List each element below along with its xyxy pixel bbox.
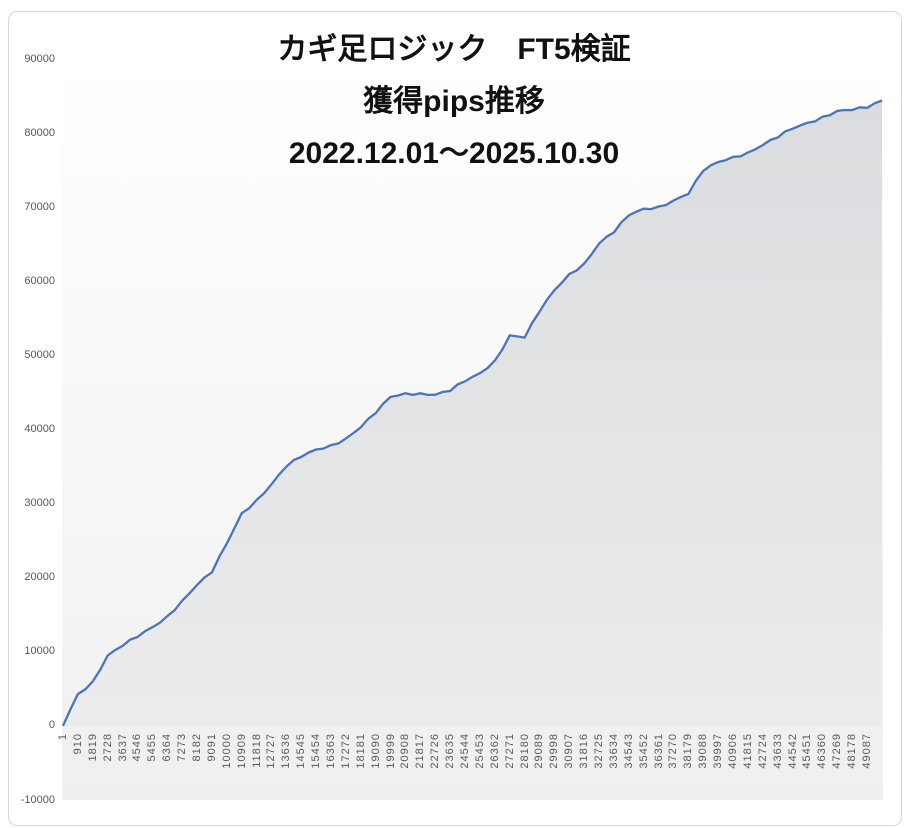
x-tick-label: 45451 xyxy=(801,733,814,769)
x-tick-label: 26362 xyxy=(488,733,501,769)
x-tick-label: 31816 xyxy=(578,733,591,769)
x-tick-label: 10000 xyxy=(220,733,233,769)
x-tick-label: 24544 xyxy=(459,733,471,769)
y-tick-label: -10000 xyxy=(20,793,55,806)
x-tick-label: 5455 xyxy=(146,733,159,762)
chart-title-line-2: 獲得pips推移 xyxy=(363,85,545,118)
x-tick-label: 42724 xyxy=(756,733,769,769)
y-tick-label: 30000 xyxy=(24,497,55,510)
x-tick-label: 47269 xyxy=(831,733,844,769)
y-tick-label: 70000 xyxy=(24,200,55,213)
x-tick-label: 17272 xyxy=(339,733,352,769)
y-tick-label: 20000 xyxy=(24,571,55,584)
y-tick-label: 10000 xyxy=(24,645,55,658)
x-tick-label: 41815 xyxy=(741,733,754,769)
x-tick-label: 10909 xyxy=(235,733,248,769)
x-tick-label: 20908 xyxy=(399,733,412,769)
y-tick-label: 40000 xyxy=(24,423,55,435)
x-tick-label: 11818 xyxy=(250,733,263,768)
x-tick-label: 6364 xyxy=(161,733,174,762)
x-tick-label: 38179 xyxy=(682,733,695,769)
x-tick-label: 21817 xyxy=(414,733,427,769)
x-tick-label: 27271 xyxy=(503,733,516,769)
x-tick-label: 43633 xyxy=(771,733,784,769)
y-tick-label: 50000 xyxy=(24,348,55,361)
x-tick-label: 19999 xyxy=(384,733,397,769)
x-tick-label: 910 xyxy=(71,733,84,755)
x-tick-label: 29089 xyxy=(533,733,546,769)
x-tick-label: 18181 xyxy=(354,733,367,769)
x-tick-label: 33634 xyxy=(607,733,620,769)
chart-title: カギ足ロジック FT5検証 獲得pips推移 2022.12.01～2025.1… xyxy=(8,24,900,180)
x-tick-label: 29998 xyxy=(548,733,561,769)
y-tick-label: 0 xyxy=(48,719,55,732)
x-tick-label: 34543 xyxy=(622,733,635,769)
x-tick-label: 49087 xyxy=(861,733,873,769)
x-tick-label: 25453 xyxy=(473,733,486,769)
y-tick-label: 80000 xyxy=(24,126,55,139)
x-tick-label: 37270 xyxy=(667,733,680,769)
x-tick-label: 19090 xyxy=(369,733,382,769)
x-tick-label: 4546 xyxy=(131,733,144,762)
y-tick-label: 60000 xyxy=(24,274,55,287)
x-tick-label: 28180 xyxy=(518,733,531,769)
x-tick-label: 39997 xyxy=(712,733,725,769)
y-tick-label: 90000 xyxy=(24,52,55,65)
x-tick-label: 35452 xyxy=(637,733,650,769)
x-tick-label: 30907 xyxy=(563,733,576,769)
x-tick-label: 12727 xyxy=(265,733,278,769)
x-tick-label: 39088 xyxy=(697,733,710,769)
x-tick-label: 40906 xyxy=(727,733,739,769)
x-tick-label: 16363 xyxy=(325,733,337,769)
x-tick-label: 44542 xyxy=(786,733,799,769)
x-tick-label: 32725 xyxy=(593,733,605,769)
x-tick-label: 23635 xyxy=(444,733,457,769)
x-tick-label: 2728 xyxy=(101,733,114,762)
x-tick-label: 8182 xyxy=(191,733,203,762)
x-tick-label: 7273 xyxy=(176,733,189,762)
x-tick-label: 46360 xyxy=(816,733,829,769)
x-tick-label: 1 xyxy=(57,733,69,741)
x-tick-label: 9091 xyxy=(205,733,218,762)
x-tick-label: 1819 xyxy=(86,733,99,762)
x-tick-label: 48178 xyxy=(846,733,859,769)
x-tick-label: 3637 xyxy=(116,733,129,762)
chart-title-line-1: カギ足ロジック FT5検証 xyxy=(277,33,631,66)
x-tick-label: 14545 xyxy=(295,733,308,769)
x-tick-label: 13636 xyxy=(280,733,293,769)
chart-title-line-3: 2022.12.01～2025.10.30 xyxy=(288,137,620,170)
x-tick-label: 15454 xyxy=(310,733,323,769)
x-tick-label: 22726 xyxy=(429,733,442,769)
x-tick-label: 36361 xyxy=(652,733,665,769)
